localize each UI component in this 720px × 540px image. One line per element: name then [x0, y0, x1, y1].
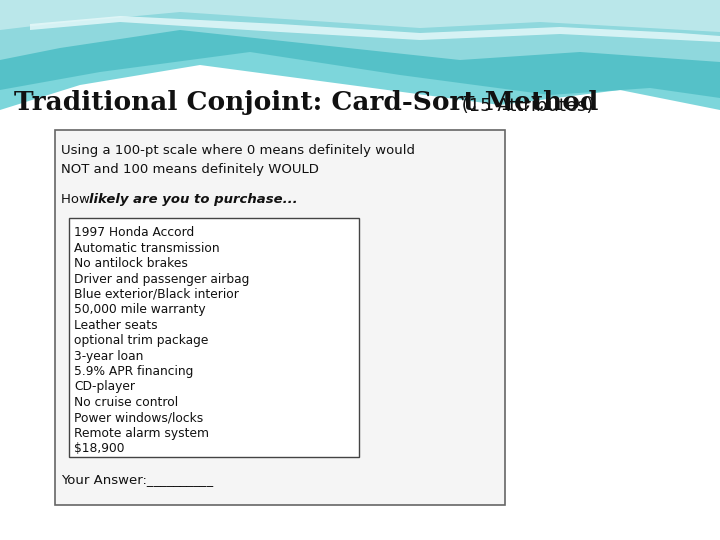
Text: Automatic transmission: Automatic transmission	[74, 242, 220, 255]
Text: (15 Attributes): (15 Attributes)	[456, 97, 593, 115]
Text: Blue exterior/Black interior: Blue exterior/Black interior	[74, 288, 239, 301]
FancyBboxPatch shape	[69, 218, 359, 457]
Text: $18,900: $18,900	[74, 442, 125, 455]
Text: Power windows/locks: Power windows/locks	[74, 411, 203, 424]
Polygon shape	[0, 0, 720, 110]
Text: Driver and passenger airbag: Driver and passenger airbag	[74, 273, 249, 286]
Text: No antilock brakes: No antilock brakes	[74, 257, 188, 270]
Text: Remote alarm system: Remote alarm system	[74, 427, 209, 440]
Text: likely are you to purchase...: likely are you to purchase...	[89, 193, 297, 206]
Text: 50,000 mile warranty: 50,000 mile warranty	[74, 303, 206, 316]
Text: No cruise control: No cruise control	[74, 396, 178, 409]
FancyBboxPatch shape	[55, 130, 505, 505]
Text: optional trim package: optional trim package	[74, 334, 208, 347]
Text: 3-year loan: 3-year loan	[74, 349, 143, 362]
Polygon shape	[30, 16, 720, 42]
Text: 1997 Honda Accord: 1997 Honda Accord	[74, 226, 194, 239]
Text: Your Answer:__________: Your Answer:__________	[61, 473, 213, 486]
Text: How: How	[61, 193, 94, 206]
Text: NOT and 100 means definitely WOULD: NOT and 100 means definitely WOULD	[61, 163, 319, 176]
Text: Using a 100-pt scale where 0 means definitely would: Using a 100-pt scale where 0 means defin…	[61, 144, 415, 157]
Polygon shape	[0, 0, 720, 98]
Text: Traditional Conjoint: Card-Sort Method: Traditional Conjoint: Card-Sort Method	[14, 90, 598, 115]
Polygon shape	[0, 0, 720, 32]
Text: 5.9% APR financing: 5.9% APR financing	[74, 365, 194, 378]
Text: CD-player: CD-player	[74, 380, 135, 393]
Text: Leather seats: Leather seats	[74, 319, 158, 332]
Polygon shape	[0, 0, 720, 62]
